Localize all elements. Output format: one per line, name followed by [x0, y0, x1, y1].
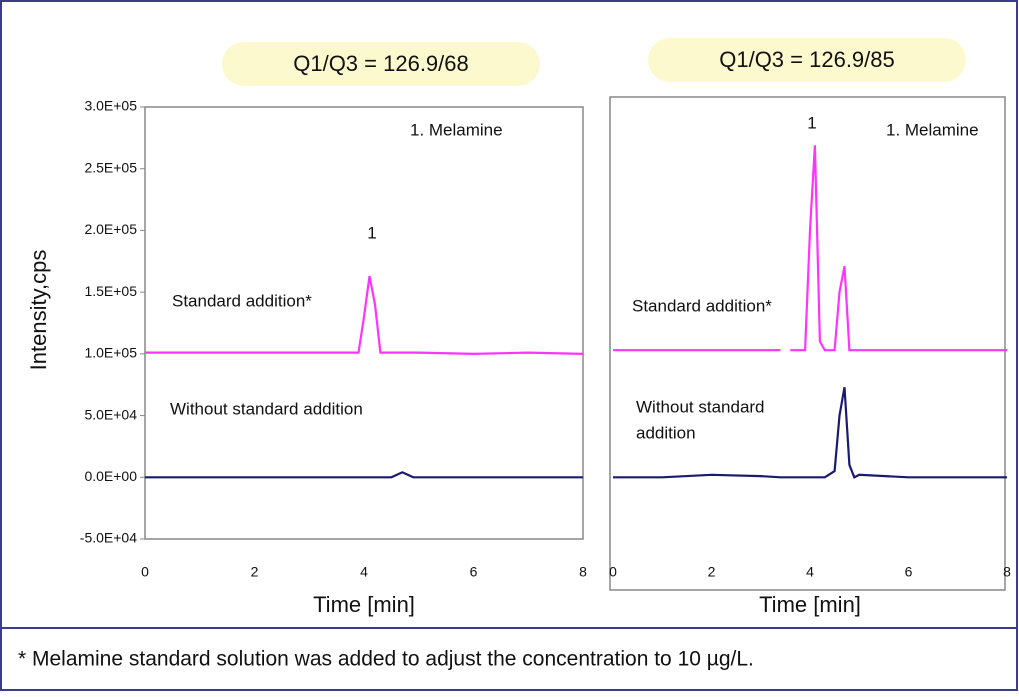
annotation: 1. Melamine	[886, 120, 979, 139]
y-tick-label: 1.0E+05	[84, 345, 137, 361]
y-tick-label: 2.0E+05	[84, 221, 137, 237]
annotation: 1. Melamine	[410, 120, 503, 139]
x-tick-label: 0	[141, 564, 149, 580]
chart-title: Q1/Q3 = 126.9/68	[293, 51, 469, 76]
x-tick-label: 0	[609, 564, 617, 580]
y-tick-label: -5.0E+04	[80, 530, 137, 546]
x-tick-label: 4	[806, 564, 814, 580]
series-line	[613, 145, 1007, 352]
x-tick-label: 4	[360, 564, 368, 580]
x-axis-label: Time [min]	[313, 592, 415, 617]
y-axis-label: Intensity,cps	[26, 250, 51, 371]
y-tick-label: 2.5E+05	[84, 159, 137, 175]
series-line	[145, 471, 583, 479]
annotation: 1	[367, 223, 376, 242]
annotation: Standard addition*	[172, 291, 312, 310]
plot-frame	[609, 96, 1006, 591]
x-tick-label: 8	[579, 564, 587, 580]
series-line	[613, 387, 1007, 479]
x-tick-label: 6	[470, 564, 478, 580]
plot-frame	[144, 106, 584, 540]
y-tick-label: 3.0E+05	[84, 98, 137, 114]
annotation: Without standard addition	[170, 399, 363, 418]
annotation: addition	[636, 423, 696, 442]
annotation: 1	[807, 113, 816, 132]
annotation: Standard addition*	[632, 296, 772, 315]
chart-title: Q1/Q3 = 126.9/85	[719, 47, 895, 72]
x-tick-label: 6	[905, 564, 913, 580]
x-tick-label: 8	[1003, 564, 1011, 580]
series-line	[145, 275, 584, 356]
y-tick-label: 0.0E+00	[84, 468, 137, 484]
y-tick-label: 5.0E+04	[84, 406, 137, 422]
annotation: Without standard	[636, 397, 765, 416]
footnote: * Melamine standard solution was added t…	[18, 648, 754, 671]
x-tick-label: 2	[708, 564, 716, 580]
y-tick-label: 1.5E+05	[84, 283, 137, 299]
title-box	[648, 38, 966, 82]
title-box	[222, 42, 540, 86]
x-tick-label: 2	[251, 564, 259, 580]
x-axis-label: Time [min]	[759, 592, 861, 617]
